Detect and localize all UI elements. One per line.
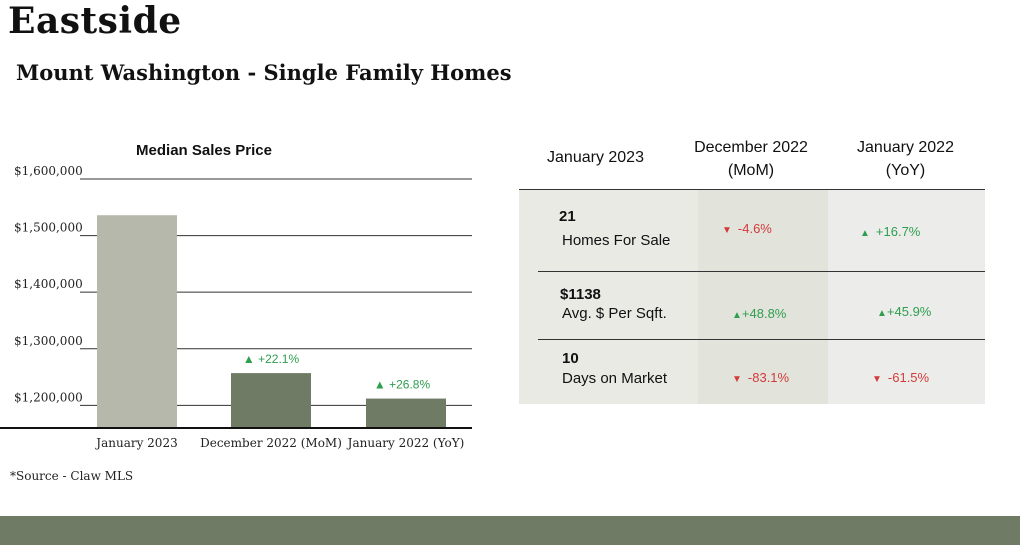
footer-band [0, 516, 1020, 545]
table-row-mom-change: ▼ -4.6% [722, 221, 772, 236]
table-row-value: 21 [559, 208, 576, 225]
chart-bar [231, 373, 311, 428]
x-tick-label: January 2023 [94, 436, 177, 450]
table-row-label: Days on Market [562, 370, 668, 387]
y-tick-label: $1,500,000 [14, 221, 83, 235]
y-tick-label: $1,400,000 [14, 277, 83, 291]
y-tick-label: $1,300,000 [14, 334, 83, 348]
table-col-bg-3 [828, 190, 985, 404]
table-col-bg-1 [519, 190, 698, 404]
up-arrow-icon: ▲ [877, 308, 887, 319]
table-row-value: 10 [562, 350, 579, 367]
chart-bar [97, 215, 177, 428]
table-row-label: Homes For Sale [562, 232, 671, 249]
table-row-label: Avg. $ Per Sqft. [562, 305, 667, 322]
table-row-mom-change: ▼ -83.1% [732, 370, 790, 385]
page-title: Eastside [8, 0, 182, 42]
page-subtitle: Mount Washington - Single Family Homes [16, 60, 512, 85]
y-tick-label: $1,600,000 [14, 164, 83, 178]
source-note: *Source - Claw MLS [10, 469, 134, 483]
y-tick-label: $1,200,000 [14, 390, 83, 404]
table-row-yoy-change: ▲+45.9% [877, 304, 932, 319]
x-tick-label: December 2022 (MoM) [200, 436, 342, 450]
table-divider [538, 271, 985, 272]
table-row-mom-change: ▲+48.8% [732, 306, 787, 321]
bar-data-label: ▲ +26.8% [374, 378, 431, 392]
up-arrow-icon: ▲ [732, 310, 742, 321]
up-arrow-icon: ▲ [860, 228, 870, 239]
chart-bar [366, 398, 446, 428]
bar-data-label: ▲ +22.1% [243, 352, 300, 366]
x-tick-label: January 2022 (YoY) [346, 436, 465, 450]
table-header-yoy: January 2022 (YoY) [857, 139, 954, 179]
table-row-yoy-change: ▼ -61.5% [872, 370, 930, 385]
down-arrow-icon: ▼ [722, 225, 732, 236]
table-divider [538, 339, 985, 340]
table-row-yoy-change: ▲ +16.7% [860, 224, 921, 239]
table-row-value: $1138 [560, 286, 601, 303]
down-arrow-icon: ▼ [732, 374, 742, 385]
median-sales-price-chart: Median Sales Price $1,200,000 $1,300,000 $1… [0, 142, 472, 450]
table-col-bg-2 [698, 190, 828, 404]
table-divider [519, 189, 985, 190]
down-arrow-icon: ▼ [872, 374, 882, 385]
table-header-mom: December 2022 (MoM) [694, 139, 808, 179]
table-header-current: January 2023 [547, 149, 644, 166]
chart-title: Median Sales Price [136, 142, 272, 159]
